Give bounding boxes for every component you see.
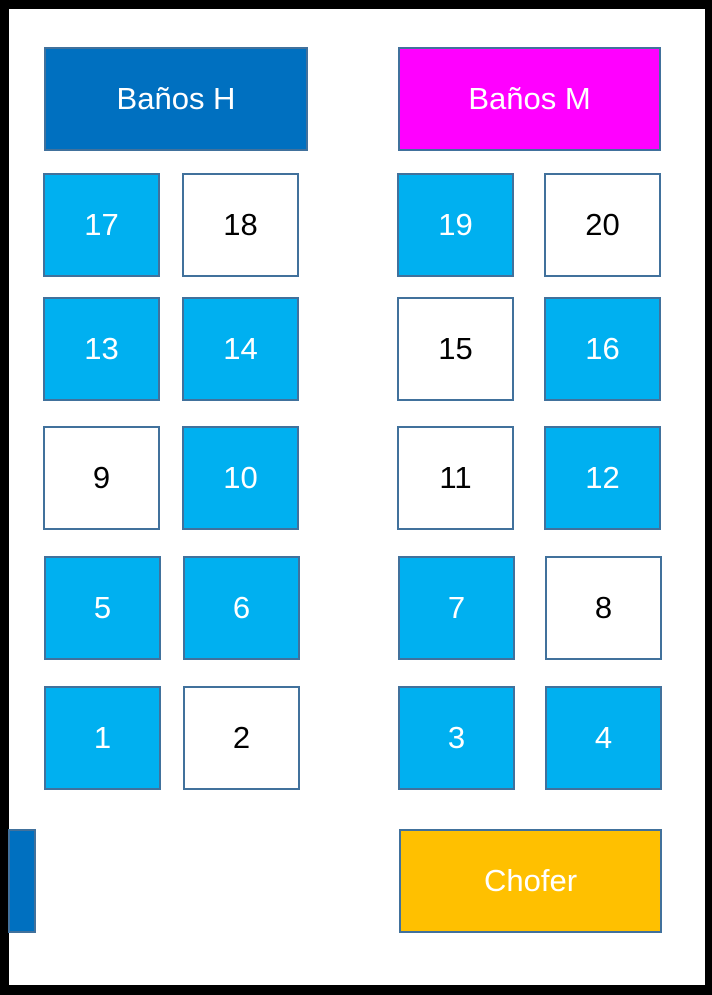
seat-11[interactable]: 11: [397, 426, 514, 530]
seat-10[interactable]: 10: [182, 426, 299, 530]
seat-8[interactable]: 8: [545, 556, 662, 660]
seat-20[interactable]: 20: [544, 173, 661, 277]
seat-number: 15: [438, 331, 473, 366]
seat-6[interactable]: 6: [183, 556, 300, 660]
seat-number: 20: [585, 207, 620, 242]
seat-number: 2: [232, 720, 251, 755]
seat-number: 1: [93, 720, 112, 755]
seat-number: 17: [84, 207, 119, 242]
bathroom-men-label: Baños H: [116, 81, 236, 116]
seat-number: 16: [585, 331, 620, 366]
door: [8, 829, 36, 933]
seat-number: 14: [223, 331, 258, 366]
seat-4[interactable]: 4: [545, 686, 662, 790]
seat-number: 9: [92, 460, 111, 495]
seat-number: 11: [439, 460, 472, 495]
seat-number: 19: [438, 207, 473, 242]
seat-number: 4: [594, 720, 613, 755]
seat-7[interactable]: 7: [398, 556, 515, 660]
seat-number: 5: [93, 590, 112, 625]
seat-12[interactable]: 12: [544, 426, 661, 530]
seat-19[interactable]: 19: [397, 173, 514, 277]
seat-number: 8: [594, 590, 613, 625]
bus-seat-map: Baños H Baños M 17 18 19 20 13 14 15 16 9 10 11 12 5…: [8, 9, 705, 985]
seat-3[interactable]: 3: [398, 686, 515, 790]
seat-number: 6: [232, 590, 251, 625]
seat-number: 7: [447, 590, 466, 625]
seat-13[interactable]: 13: [43, 297, 160, 401]
seat-16[interactable]: 16: [544, 297, 661, 401]
seat-17[interactable]: 17: [43, 173, 160, 277]
seat-number: 3: [447, 720, 466, 755]
seat-15[interactable]: 15: [397, 297, 514, 401]
seat-1[interactable]: 1: [44, 686, 161, 790]
driver-seat: Chofer: [399, 829, 662, 933]
bathroom-men: Baños H: [44, 47, 308, 151]
seat-5[interactable]: 5: [44, 556, 161, 660]
seat-14[interactable]: 14: [182, 297, 299, 401]
seat-2[interactable]: 2: [183, 686, 300, 790]
seat-number: 13: [84, 331, 119, 366]
bathroom-women: Baños M: [398, 47, 661, 151]
seat-number: 18: [223, 207, 258, 242]
driver-label: Chofer: [483, 863, 578, 898]
seat-number: 10: [223, 460, 258, 495]
seat-number: 12: [585, 460, 620, 495]
bathroom-women-label: Baños M: [468, 81, 591, 116]
seat-18[interactable]: 18: [182, 173, 299, 277]
seat-9[interactable]: 9: [43, 426, 160, 530]
